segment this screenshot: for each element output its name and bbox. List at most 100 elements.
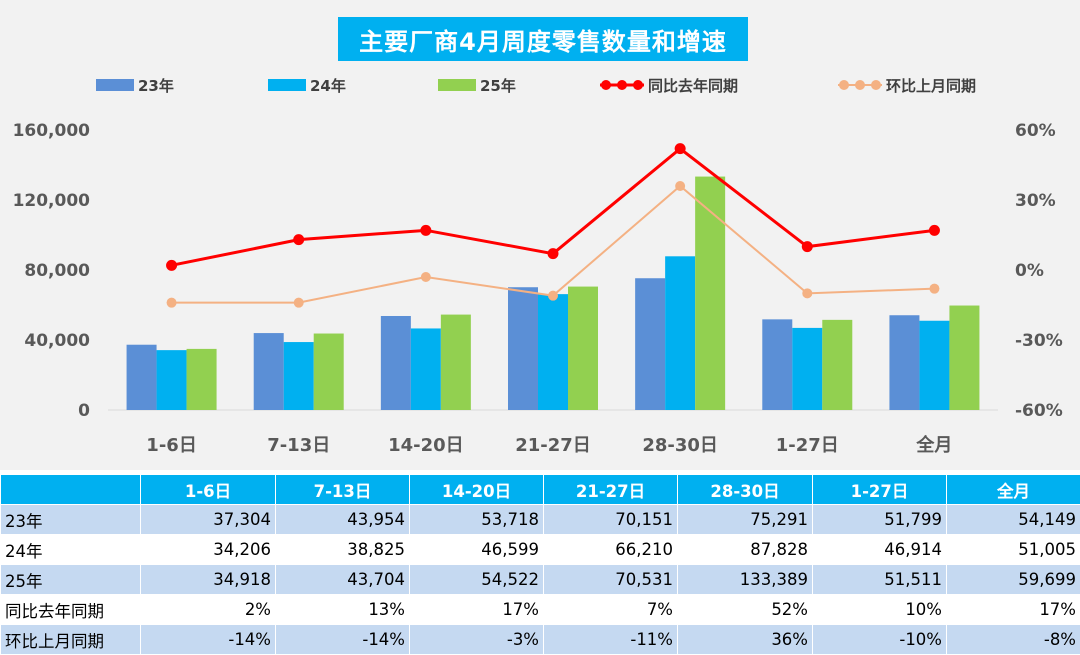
- table-cell: -11%: [544, 625, 678, 655]
- chart-title: 主要厂商4月周度零售数量和增速: [338, 17, 748, 61]
- bar-23年-7-13日: [254, 333, 284, 410]
- point-同比去年同期-全月: [929, 225, 940, 236]
- legend-label: 25年: [480, 77, 516, 95]
- bar-23年-28-30日: [635, 278, 665, 410]
- bar-23年-1-6日: [127, 345, 157, 410]
- table-row: 24年 34,206 38,825 46,599 66,210 87,828 4…: [1, 535, 1080, 565]
- table-cell: 54,149: [947, 505, 1080, 535]
- bar-23年-21-27日: [508, 287, 538, 410]
- point-同比去年同期-14-20日: [420, 225, 431, 236]
- table-cell: 66,210: [544, 535, 678, 565]
- y-left-tick-label: 120,000: [13, 191, 91, 211]
- y-axis-right: -60%-30%0%30%60%: [1015, 121, 1063, 421]
- table-cell: 17%: [410, 595, 544, 625]
- point-同比去年同期-1-27日: [802, 241, 813, 252]
- table-cell: -10%: [813, 625, 947, 655]
- y-right-tick-label: 0%: [1015, 261, 1044, 281]
- table-cell: 133,389: [678, 565, 813, 595]
- bar-24年-14-20日: [411, 328, 441, 410]
- table-row: 23年 37,304 43,954 53,718 70,151 75,291 5…: [1, 505, 1080, 535]
- table-header-cell: 全月: [947, 475, 1080, 505]
- table-cell: 38,825: [276, 535, 410, 565]
- row-label: 同比去年同期: [1, 595, 141, 625]
- point-环比上月同期-28-30日: [675, 181, 685, 191]
- row-label: 24年: [1, 535, 141, 565]
- x-tick-label: 1-6日: [146, 435, 197, 456]
- bar-24年-7-13日: [284, 342, 314, 410]
- table-header-cell: 14-20日: [410, 475, 544, 505]
- y-right-tick-label: 30%: [1015, 191, 1056, 211]
- legend-swatch: [438, 79, 476, 91]
- table-cell: 46,914: [813, 535, 947, 565]
- table-cell: 17%: [947, 595, 1080, 625]
- table-cell: 7%: [544, 595, 678, 625]
- bar-25年-7-13日: [314, 334, 344, 410]
- table-cell: 51,511: [813, 565, 947, 595]
- bar-24年-全月: [919, 321, 949, 410]
- row-label: 25年: [1, 565, 141, 595]
- bar-24年-21-27日: [538, 294, 568, 410]
- table-cell: 10%: [813, 595, 947, 625]
- bar-25年-21-27日: [568, 287, 598, 410]
- y-left-tick-label: 40,000: [24, 331, 90, 351]
- legend-swatch-marker: [855, 80, 865, 90]
- table-cell: 52%: [678, 595, 813, 625]
- x-tick-label: 全月: [915, 434, 952, 456]
- table-header-cell: 1-27日: [813, 475, 947, 505]
- x-tick-label: 7-13日: [267, 435, 330, 456]
- table-cell: 34,206: [141, 535, 276, 565]
- point-同比去年同期-21-27日: [548, 248, 559, 259]
- table-cell: 37,304: [141, 505, 276, 535]
- y-right-tick-label: 60%: [1015, 121, 1056, 141]
- table-row: 25年 34,918 43,704 54,522 70,531 133,389 …: [1, 565, 1080, 595]
- table-cell: 36%: [678, 625, 813, 655]
- y-left-tick-label: 80,000: [24, 261, 90, 281]
- table-row: 环比上月同期 -14% -14% -3% -11% 36% -10% -8%: [1, 625, 1080, 655]
- bar-25年-1-6日: [187, 349, 217, 410]
- table-cell: -8%: [947, 625, 1080, 655]
- table-cell: 53,718: [410, 505, 544, 535]
- table-row: 同比去年同期 2% 13% 17% 7% 52% 10% 17%: [1, 595, 1080, 625]
- table-cell: -3%: [410, 625, 544, 655]
- x-tick-label: 21-27日: [515, 435, 591, 456]
- table-cell: 34,918: [141, 565, 276, 595]
- bar-23年-全月: [889, 315, 919, 410]
- x-tick-label: 28-30日: [642, 435, 718, 456]
- table-cell: -14%: [276, 625, 410, 655]
- point-环比上月同期-21-27日: [548, 291, 558, 301]
- legend-swatch-marker: [601, 80, 611, 90]
- data-table: 1-6日 7-13日 14-20日 21-27日 28-30日 1-27日 全月…: [0, 474, 1080, 655]
- table-header-row: 1-6日 7-13日 14-20日 21-27日 28-30日 1-27日 全月: [1, 475, 1080, 505]
- legend-swatch-marker: [839, 80, 849, 90]
- bar-23年-1-27日: [762, 319, 792, 410]
- bar-23年-14-20日: [381, 316, 411, 410]
- point-同比去年同期-7-13日: [293, 234, 304, 245]
- table-cell: 46,599: [410, 535, 544, 565]
- point-同比去年同期-28-30日: [675, 143, 686, 154]
- table-cell: 54,522: [410, 565, 544, 595]
- legend-label: 环比上月同期: [886, 77, 976, 95]
- point-环比上月同期-1-6日: [167, 298, 177, 308]
- point-环比上月同期-14-20日: [421, 272, 431, 282]
- table-header-cell: 1-6日: [141, 475, 276, 505]
- table-cell: 51,005: [947, 535, 1080, 565]
- legend-label: 24年: [310, 77, 346, 95]
- bar-24年-1-6日: [157, 350, 187, 410]
- x-tick-label: 14-20日: [388, 435, 464, 456]
- bar-25年-14-20日: [441, 315, 471, 410]
- table-cell: 59,699: [947, 565, 1080, 595]
- line-同比去年同期: [172, 149, 935, 266]
- bar-25年-1-27日: [822, 320, 852, 410]
- row-label: 环比上月同期: [1, 625, 141, 655]
- table-header-cell: 7-13日: [276, 475, 410, 505]
- point-环比上月同期-全月: [929, 284, 939, 294]
- table-cell: 13%: [276, 595, 410, 625]
- point-同比去年同期-1-6日: [166, 260, 177, 271]
- table-cell: 43,704: [276, 565, 410, 595]
- legend-swatch-marker: [871, 80, 881, 90]
- table-cell: 2%: [141, 595, 276, 625]
